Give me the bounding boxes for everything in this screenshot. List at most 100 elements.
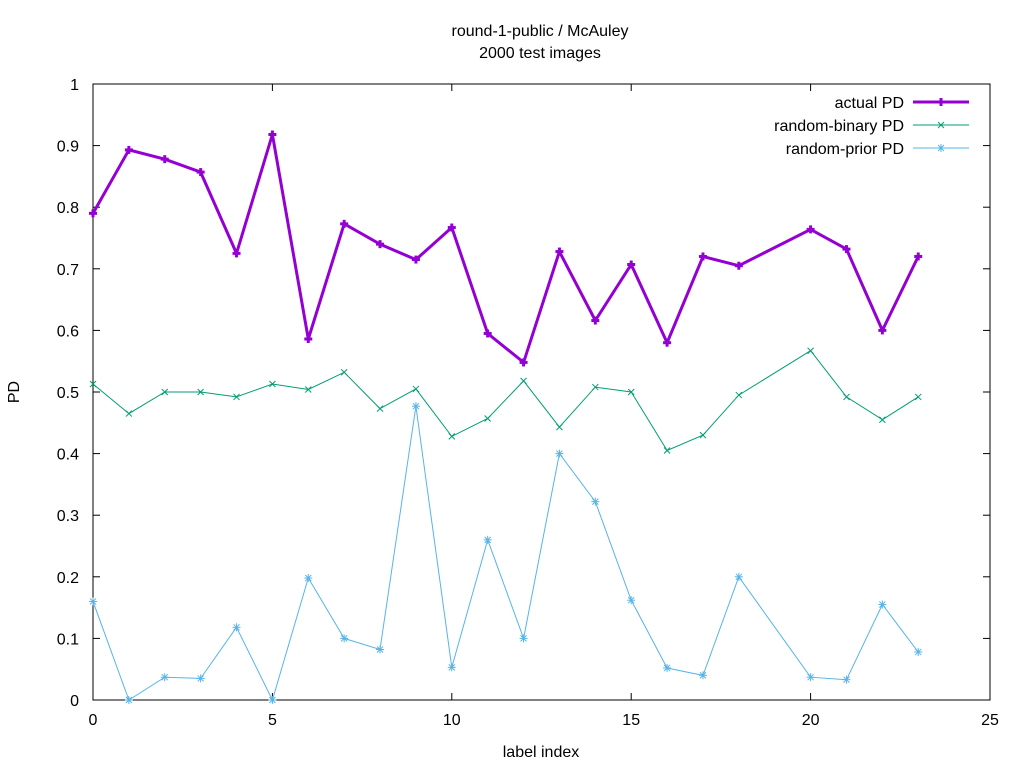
data-point-random-prior-pd xyxy=(160,673,169,682)
legend-marker-random-prior-pd xyxy=(937,144,945,152)
legend: actual PD random-binary PD random-prior PD xyxy=(774,95,969,158)
data-point-random-prior-pd xyxy=(591,497,600,506)
series-line-random-binary-pd xyxy=(92,350,919,452)
data-point-actual-pd xyxy=(591,316,600,325)
data-point-random-prior-pd xyxy=(806,673,815,682)
x-tick-label: 25 xyxy=(981,712,999,729)
data-point-random-prior-pd xyxy=(878,600,887,609)
data-point-random-prior-pd xyxy=(304,574,313,583)
chart-subtitle: 2000 test images xyxy=(479,45,601,62)
data-point-random-prior-pd xyxy=(89,597,97,606)
data-point-actual-pd xyxy=(232,249,241,258)
data-point-random-binary-pd xyxy=(340,368,348,376)
data-point-random-binary-pd xyxy=(879,416,886,424)
data-point-random-binary-pd xyxy=(627,388,635,396)
data-point-random-binary-pd xyxy=(914,393,922,401)
data-point-actual-pd xyxy=(878,326,887,335)
chart-title: round-1-public / McAuley xyxy=(452,23,629,40)
data-point-actual-pd xyxy=(447,223,456,232)
x-axis-label: label index xyxy=(503,744,580,761)
data-point-random-binary-pd xyxy=(125,410,133,417)
data-point-random-binary-pd xyxy=(269,380,276,388)
legend-label-actual-pd: actual PD xyxy=(835,95,904,112)
y-tick-label: 0.6 xyxy=(57,323,79,340)
x-axis: 0 5 10 15 20 25 xyxy=(89,84,999,729)
data-point-actual-pd xyxy=(842,245,851,254)
data-point-random-binary-pd xyxy=(556,423,563,431)
y-tick-label: 0.8 xyxy=(57,200,79,217)
data-point-actual-pd xyxy=(555,247,564,256)
x-tick-label: 10 xyxy=(443,712,461,729)
data-point-random-prior-pd xyxy=(124,696,133,704)
data-point-random-binary-pd xyxy=(807,347,814,355)
data-point-random-prior-pd xyxy=(698,671,707,680)
data-point-actual-pd xyxy=(411,255,420,264)
y-tick-label: 0.2 xyxy=(57,570,79,587)
data-point-actual-pd xyxy=(519,358,528,367)
y-tick-label: 0.9 xyxy=(57,139,79,156)
data-point-random-prior-pd xyxy=(555,449,564,458)
series-line-random-prior-pd xyxy=(92,406,919,702)
data-point-random-binary-pd xyxy=(520,377,527,385)
data-point-random-prior-pd xyxy=(627,596,636,605)
data-point-random-binary-pd xyxy=(484,415,492,422)
data-point-random-prior-pd xyxy=(734,572,743,581)
data-point-actual-pd xyxy=(376,240,385,249)
data-point-random-binary-pd xyxy=(448,432,456,440)
x-tick-label: 0 xyxy=(89,712,98,729)
data-point-random-prior-pd xyxy=(663,663,672,672)
y-tick-label: 0.5 xyxy=(57,385,79,402)
x-tick-label: 15 xyxy=(622,712,640,729)
legend-marker-random-binary-pd xyxy=(937,121,945,129)
y-axis: 0 0.1 0.2 0.3 0.4 0.5 0.6 0.7 0.8 0.9 1 xyxy=(57,77,990,710)
data-point-random-binary-pd xyxy=(376,405,384,412)
data-point-actual-pd xyxy=(734,261,743,270)
data-point-random-prior-pd xyxy=(447,663,456,672)
data-point-random-binary-pd xyxy=(735,391,743,399)
data-point-actual-pd xyxy=(196,168,205,177)
legend-marker-actual-pd xyxy=(937,98,945,106)
data-point-random-prior-pd xyxy=(340,634,349,643)
data-point-random-binary-pd xyxy=(89,380,97,388)
legend-label-random-prior-pd: random-prior PD xyxy=(786,141,904,158)
legend-label-random-binary-pd: random-binary PD xyxy=(774,118,904,135)
data-point-random-prior-pd xyxy=(914,647,923,656)
data-point-random-prior-pd xyxy=(842,675,851,684)
y-axis-label: PD xyxy=(6,381,23,403)
y-tick-label: 1 xyxy=(70,77,79,94)
data-point-actual-pd xyxy=(627,260,636,269)
data-point-random-binary-pd xyxy=(197,388,204,396)
data-point-random-binary-pd xyxy=(304,386,312,393)
data-point-actual-pd xyxy=(340,219,349,228)
series-line-actual-pd xyxy=(91,134,920,365)
data-point-actual-pd xyxy=(124,145,133,154)
y-tick-label: 0 xyxy=(70,693,79,710)
data-point-random-binary-pd xyxy=(161,388,169,396)
data-point-random-prior-pd xyxy=(376,645,385,654)
data-point-actual-pd xyxy=(268,130,277,139)
data-point-random-binary-pd xyxy=(412,385,420,393)
data-point-random-binary-pd xyxy=(591,383,599,391)
plot-frame xyxy=(92,83,991,701)
data-point-random-binary-pd xyxy=(699,431,707,439)
data-point-random-prior-pd xyxy=(196,674,205,683)
data-point-random-prior-pd xyxy=(232,623,241,632)
data-point-actual-pd xyxy=(89,209,97,218)
data-point-random-prior-pd xyxy=(411,402,420,411)
series-layer xyxy=(89,130,923,704)
data-point-random-binary-pd xyxy=(663,447,671,454)
data-point-actual-pd xyxy=(483,329,492,338)
data-point-random-prior-pd xyxy=(483,535,492,544)
data-point-random-prior-pd xyxy=(268,696,277,704)
data-point-actual-pd xyxy=(914,252,923,261)
x-tick-label: 20 xyxy=(802,712,820,729)
y-tick-label: 0.1 xyxy=(57,631,79,648)
data-point-actual-pd xyxy=(698,252,707,261)
data-point-actual-pd xyxy=(663,338,672,347)
y-tick-label: 0.3 xyxy=(57,508,79,525)
data-point-actual-pd xyxy=(806,225,815,234)
x-tick-label: 5 xyxy=(268,712,277,729)
data-point-random-prior-pd xyxy=(519,634,528,643)
y-tick-label: 0.4 xyxy=(57,447,79,464)
